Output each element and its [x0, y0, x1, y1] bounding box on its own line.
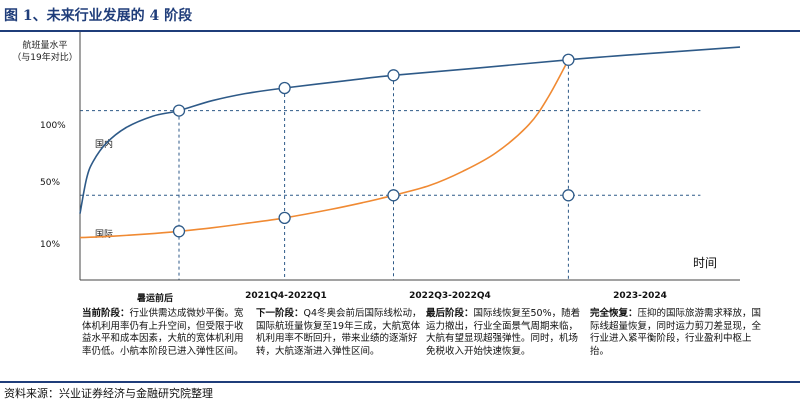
phase-text-2: Q4冬奥会前后国际线松动，国际航班量恢复至19年三成，大航宽体机利用率不断回升，… [256, 308, 422, 357]
phase-text-3: 国际线恢复至50%，随着运力撤出，行业全面景气周期来临，大航有望显现超强弹性。同… [426, 308, 581, 357]
x-axis-title: 时间 [693, 256, 718, 270]
series-line-international [79, 59, 570, 239]
phase-title-3: 最后阶段： [426, 308, 474, 319]
marker-international-3 [387, 189, 400, 202]
phase-description-4: 完全恢复：压抑的国际旅游需求释放，国际线超量恢复，同时运力剪刀差显现，全行业进入… [590, 308, 770, 358]
phase-title-2: 下一阶段： [256, 308, 304, 319]
phase-text-4: 压抑的国际旅游需求释放，国际线超量恢复，同时运力剪刀差显现，全行业进入紧平衡阶段… [590, 308, 762, 357]
y-tick-50: 50% [40, 178, 61, 188]
x-category-2: 2021Q4-2022Q1 [245, 291, 327, 301]
x-category-3: 2022Q3-2022Q4 [409, 291, 491, 301]
source-note: 资料来源：兴业证券经济与金融研究院整理 [4, 387, 213, 400]
phase-description-1: 当前阶段：行业供需达成微妙平衡。宽体机利用率仍有上升空间，但受限于收益水平和成本… [82, 308, 252, 358]
marker-domestic-1 [172, 104, 186, 117]
y-tick-100: 100% [40, 121, 66, 131]
series-line-domestic [79, 46, 741, 214]
phase-text-1: 行业供需达成微妙平衡。宽体机利用率仍有上升空间，但受限于收益水平和成本因素，大航… [82, 308, 244, 357]
y-tick-10: 10% [40, 240, 61, 250]
y-axis-label-line-2: （与19年对比） [12, 53, 78, 63]
marker-domestic-3 [387, 69, 400, 82]
chart-title: 图 1、未来行业发展的 4 阶段 [4, 8, 193, 24]
marker-international-1 [172, 225, 186, 238]
marker-international-2 [278, 211, 291, 225]
marker-reference-1 [562, 189, 575, 202]
x-category-4: 2023-2024 [613, 291, 667, 301]
phase-description-3: 最后阶段：国际线恢复至50%，随着运力撤出，行业全面景气周期来临，大航有望显现超… [426, 308, 586, 358]
series-label-international: 国际 [95, 230, 114, 240]
footer-rule [0, 381, 800, 383]
marker-domestic-2 [278, 81, 291, 95]
x-category-1: 暑运前后 [136, 294, 173, 304]
title-bar [0, 0, 800, 32]
marker-domestic-4 [562, 53, 575, 66]
phase-title-1: 当前阶段： [82, 308, 130, 319]
phase-title-4: 完全恢复： [590, 308, 638, 319]
phase-description-2: 下一阶段：Q4冬奥会前后国际线松动，国际航班量恢复至19年三成，大航宽体机利用率… [256, 308, 424, 358]
y-axis-label-line-1: 航班量水平 [22, 41, 68, 51]
